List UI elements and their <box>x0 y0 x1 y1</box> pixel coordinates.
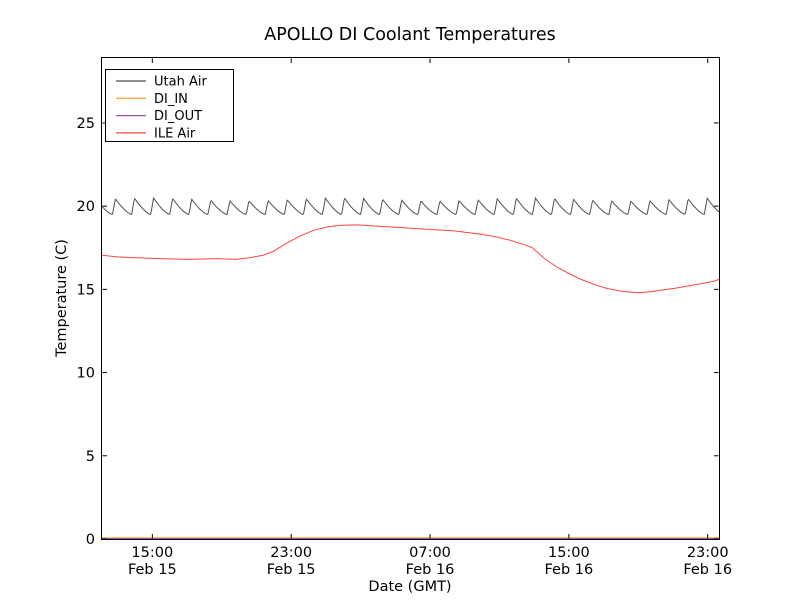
plot-frame <box>101 57 720 540</box>
legend-label: DI_OUT <box>154 109 202 124</box>
y-axis-label: Temperature (C) <box>54 239 70 358</box>
chart-title: APOLLO DI Coolant Temperatures <box>264 25 555 45</box>
y-tick-label: 20 <box>77 199 95 215</box>
x-tick-label: 23:00 Feb 16 <box>683 545 732 578</box>
y-tick-label: 5 <box>86 449 95 465</box>
y-tick-label: 15 <box>77 282 95 298</box>
x-tick-label: 15:00 Feb 16 <box>545 545 594 578</box>
y-tick-label: 10 <box>77 366 95 382</box>
series-line-ile-air <box>101 224 720 294</box>
x-tick-label: 15:00 Feb 15 <box>128 545 177 578</box>
x-tick-label: 07:00 Feb 16 <box>406 545 455 578</box>
legend-label: DI_IN <box>154 92 188 107</box>
legend-label: Utah Air <box>154 75 207 90</box>
legend-label: ILE Air <box>154 126 196 141</box>
series-line-utah-air <box>101 196 720 216</box>
y-tick-label: 0 <box>86 532 95 548</box>
x-tick-label: 23:00 Feb 15 <box>267 545 316 578</box>
x-axis-label: Date (GMT) <box>368 579 451 595</box>
y-tick-label: 25 <box>77 116 95 132</box>
